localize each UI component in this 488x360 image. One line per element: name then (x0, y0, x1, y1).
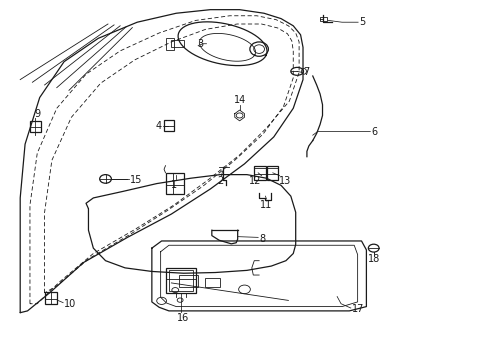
Text: 13: 13 (278, 176, 290, 186)
Bar (205, 278, 220, 287)
Text: 8: 8 (259, 234, 264, 244)
Text: 3: 3 (197, 39, 203, 49)
Text: 2: 2 (217, 176, 223, 186)
Bar (165, 173, 183, 194)
Text: 12: 12 (249, 176, 261, 186)
Bar (267, 166, 278, 180)
Bar (44, 292, 57, 305)
Text: 1: 1 (170, 180, 177, 190)
Bar (163, 121, 173, 131)
Text: 5: 5 (358, 17, 365, 27)
Bar (254, 166, 266, 180)
Text: 16: 16 (177, 313, 189, 323)
Text: 18: 18 (367, 253, 379, 264)
Bar (178, 275, 198, 287)
Text: 11: 11 (260, 200, 272, 210)
Text: 17: 17 (351, 304, 364, 314)
Bar (320, 17, 326, 21)
Bar (169, 270, 192, 291)
Bar (30, 121, 41, 132)
Bar (166, 268, 195, 293)
Text: 4: 4 (155, 121, 161, 131)
Text: 9: 9 (34, 109, 40, 119)
Bar (171, 40, 183, 47)
Bar (166, 38, 173, 50)
Text: 10: 10 (64, 299, 76, 309)
Text: 15: 15 (130, 175, 142, 185)
Text: 6: 6 (370, 127, 377, 136)
Text: 14: 14 (233, 95, 245, 105)
Text: 7: 7 (303, 67, 308, 77)
